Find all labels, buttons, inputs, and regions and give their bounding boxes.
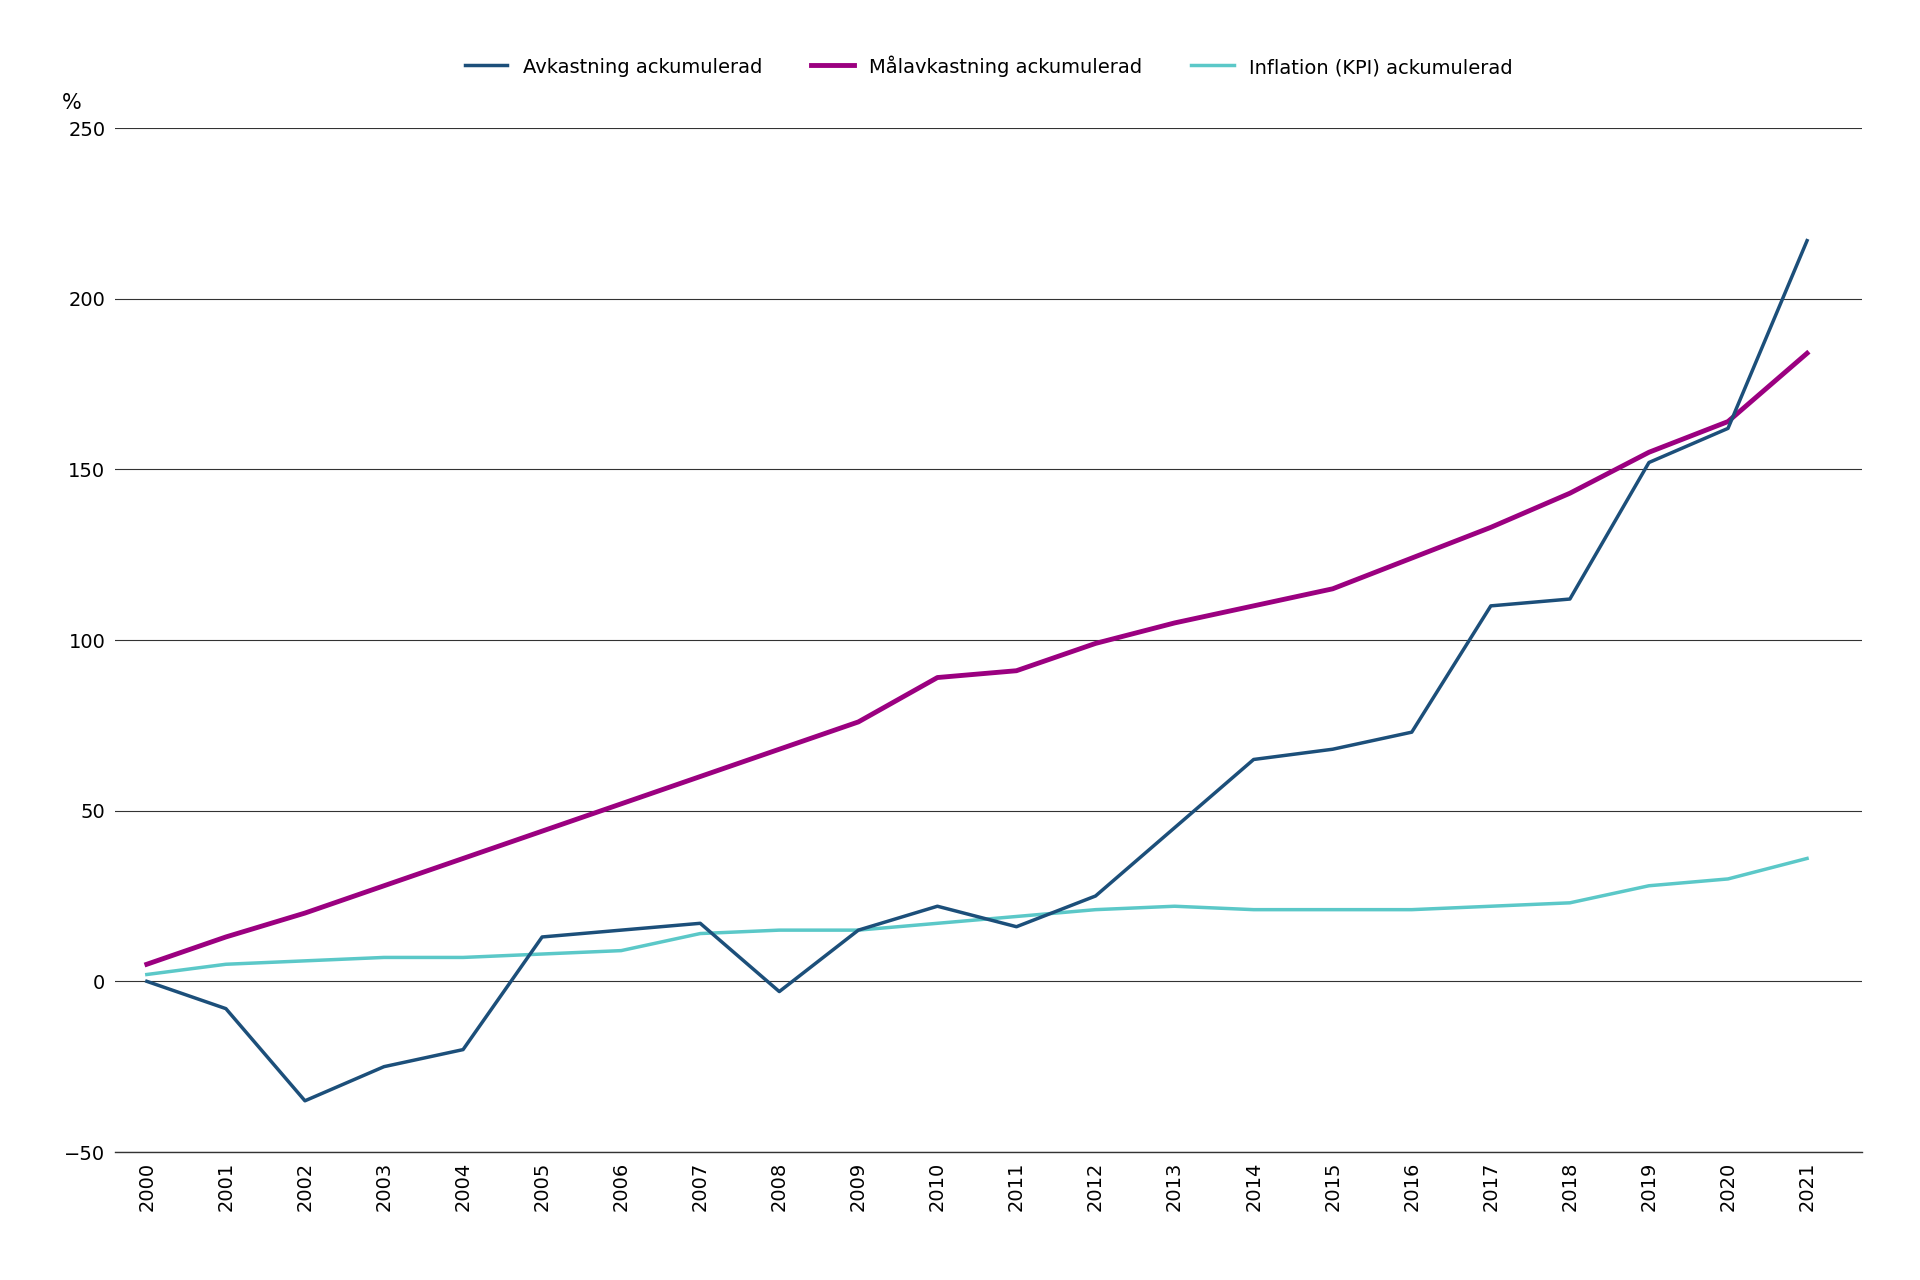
Avkastning ackumulerad xyxy=(530,929,553,945)
Avkastning ackumulerad xyxy=(689,915,712,931)
Avkastning ackumulerad xyxy=(1400,724,1423,740)
Avkastning ackumulerad xyxy=(847,923,870,938)
Avkastning ackumulerad xyxy=(1004,919,1027,934)
Inflation (KPI) ackumulerad xyxy=(925,915,948,931)
Inflation (KPI) ackumulerad xyxy=(1164,899,1187,914)
Line: Målavkastning ackumulerad: Målavkastning ackumulerad xyxy=(146,353,1807,964)
Inflation (KPI) ackumulerad xyxy=(1242,902,1265,918)
Inflation (KPI) ackumulerad xyxy=(1795,851,1818,867)
Målavkastning ackumulerad xyxy=(1085,636,1108,652)
Inflation (KPI) ackumulerad xyxy=(1638,878,1661,893)
Målavkastning ackumulerad xyxy=(1400,550,1423,566)
Avkastning ackumulerad xyxy=(1321,741,1344,756)
Målavkastning ackumulerad xyxy=(689,769,712,785)
Inflation (KPI) ackumulerad xyxy=(847,923,870,938)
Avkastning ackumulerad xyxy=(451,1042,474,1057)
Målavkastning ackumulerad xyxy=(372,878,396,893)
Inflation (KPI) ackumulerad xyxy=(134,966,157,982)
Avkastning ackumulerad xyxy=(1164,820,1187,836)
Målavkastning ackumulerad xyxy=(215,929,238,945)
Avkastning ackumulerad xyxy=(1085,888,1108,904)
Avkastning ackumulerad xyxy=(1716,421,1740,436)
Inflation (KPI) ackumulerad xyxy=(1085,902,1108,918)
Line: Avkastning ackumulerad: Avkastning ackumulerad xyxy=(146,241,1807,1101)
Målavkastning ackumulerad xyxy=(1321,581,1344,596)
Målavkastning ackumulerad xyxy=(134,956,157,972)
Målavkastning ackumulerad xyxy=(1638,444,1661,460)
Målavkastning ackumulerad xyxy=(611,796,634,812)
Avkastning ackumulerad xyxy=(372,1059,396,1074)
Målavkastning ackumulerad xyxy=(530,823,553,838)
Avkastning ackumulerad xyxy=(611,923,634,938)
Inflation (KPI) ackumulerad xyxy=(1004,909,1027,924)
Inflation (KPI) ackumulerad xyxy=(768,923,791,938)
Avkastning ackumulerad xyxy=(1478,598,1501,613)
Målavkastning ackumulerad xyxy=(294,905,317,920)
Inflation (KPI) ackumulerad xyxy=(1478,899,1501,914)
Inflation (KPI) ackumulerad xyxy=(1321,902,1344,918)
Målavkastning ackumulerad xyxy=(1164,616,1187,631)
Målavkastning ackumulerad xyxy=(1478,520,1501,535)
Inflation (KPI) ackumulerad xyxy=(1559,895,1582,910)
Målavkastning ackumulerad xyxy=(768,741,791,756)
Inflation (KPI) ackumulerad xyxy=(689,925,712,941)
Inflation (KPI) ackumulerad xyxy=(294,954,317,969)
Line: Inflation (KPI) ackumulerad: Inflation (KPI) ackumulerad xyxy=(146,859,1807,974)
Y-axis label: %: % xyxy=(61,92,81,113)
Avkastning ackumulerad xyxy=(134,974,157,989)
Avkastning ackumulerad xyxy=(294,1093,317,1108)
Avkastning ackumulerad xyxy=(925,899,948,914)
Inflation (KPI) ackumulerad xyxy=(1400,902,1423,918)
Målavkastning ackumulerad xyxy=(1242,598,1265,613)
Målavkastning ackumulerad xyxy=(1004,663,1027,678)
Avkastning ackumulerad xyxy=(215,1001,238,1016)
Legend: Avkastning ackumulerad, Målavkastning ackumulerad, Inflation (KPI) ackumulerad: Avkastning ackumulerad, Målavkastning ac… xyxy=(465,56,1513,77)
Målavkastning ackumulerad xyxy=(451,851,474,867)
Avkastning ackumulerad xyxy=(1795,233,1818,248)
Avkastning ackumulerad xyxy=(1559,591,1582,607)
Avkastning ackumulerad xyxy=(1638,454,1661,470)
Målavkastning ackumulerad xyxy=(1795,346,1818,361)
Inflation (KPI) ackumulerad xyxy=(1716,872,1740,887)
Inflation (KPI) ackumulerad xyxy=(611,943,634,959)
Inflation (KPI) ackumulerad xyxy=(215,956,238,972)
Avkastning ackumulerad xyxy=(768,984,791,1000)
Målavkastning ackumulerad xyxy=(1716,413,1740,429)
Inflation (KPI) ackumulerad xyxy=(372,950,396,965)
Inflation (KPI) ackumulerad xyxy=(530,946,553,961)
Målavkastning ackumulerad xyxy=(1559,485,1582,500)
Avkastning ackumulerad xyxy=(1242,751,1265,767)
Målavkastning ackumulerad xyxy=(847,714,870,730)
Målavkastning ackumulerad xyxy=(925,669,948,685)
Inflation (KPI) ackumulerad xyxy=(451,950,474,965)
